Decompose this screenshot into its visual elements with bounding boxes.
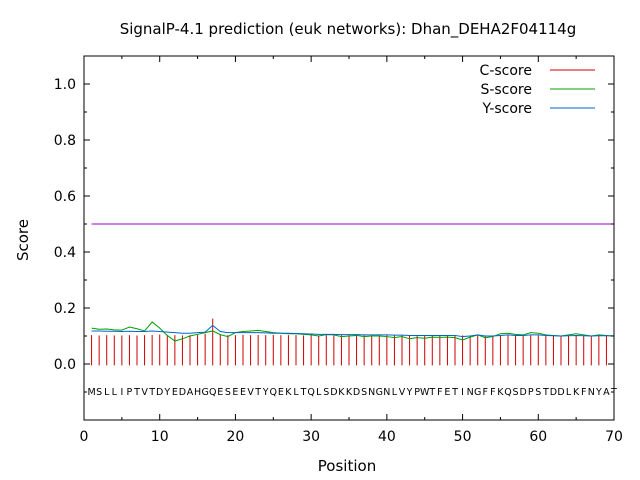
sequence-residue: D — [156, 387, 163, 398]
sequence-residue: E — [172, 387, 178, 398]
sequence-residue: S — [323, 387, 329, 398]
y-tick-label: 0.6 — [54, 189, 76, 205]
axes-layer: 0 10 20 30 40 50 60 70 0.0 0.2 0.4 0.6 0.8 1.0 — [54, 55, 623, 445]
sequence-residue: T — [542, 387, 549, 398]
sequence-residue: H — [194, 387, 201, 398]
y-axis-label: Score — [14, 219, 32, 261]
x-tick-label: 10 — [151, 429, 169, 445]
sequence-residue: E — [240, 387, 246, 398]
sequence-residue: F — [490, 387, 495, 398]
sequence-residue: V — [399, 387, 406, 398]
sequence-residue: T — [451, 387, 458, 398]
x-tick-label: 60 — [529, 429, 547, 445]
sequence-residue: N — [588, 387, 595, 398]
sequence-residue: Y — [163, 387, 170, 398]
sequence-residue: T — [428, 387, 435, 398]
sequence-residue: E — [278, 387, 284, 398]
sequence-residue: V — [141, 387, 148, 398]
x-tick-label: 30 — [302, 429, 320, 445]
sequence-residue: E — [217, 387, 223, 398]
sequence-residue: P — [528, 387, 534, 398]
sequence-residue: K — [497, 387, 504, 398]
x-tick-label: 50 — [454, 429, 472, 445]
sequence-residue: D — [179, 387, 186, 398]
sequence-residue: N — [467, 387, 474, 398]
sequence-residue: D — [557, 387, 564, 398]
sequence-residue: Q — [209, 387, 216, 398]
sequence-residue: A — [187, 387, 194, 398]
sequence-residue: L — [566, 387, 572, 398]
sequence-residue: Y — [262, 387, 269, 398]
y-tick-label: 0.4 — [54, 245, 76, 261]
x-tick-label: 40 — [378, 429, 396, 445]
chart-title: SignalP-4.1 prediction (euk networks): D… — [120, 20, 577, 39]
sequence-residue: L — [104, 387, 110, 398]
sequence-residue: I — [461, 387, 464, 398]
sequence-residue: A — [603, 387, 610, 398]
sequence-residue: E — [232, 387, 238, 398]
sequence-residue: D — [330, 387, 337, 398]
sequence-residue: G — [376, 387, 383, 398]
sequence-residue: I — [120, 387, 123, 398]
y-tick-label: 1.0 — [54, 77, 76, 93]
sequence-residue: L — [316, 387, 322, 398]
sequence-residue: F — [581, 387, 586, 398]
sequence-residue: P — [127, 387, 133, 398]
sequence-residue: E — [444, 387, 450, 398]
sequence-residue: Q — [504, 387, 511, 398]
sequence-residue: Q — [307, 387, 314, 398]
x-tick-label: 0 — [80, 429, 89, 445]
sequence-residue: K — [285, 387, 292, 398]
sequence-residue: D — [353, 387, 360, 398]
y-score-line — [91, 324, 615, 338]
sequence-residue: P — [414, 387, 420, 398]
x-tick-label: 70 — [605, 429, 623, 445]
sequence-residue: G — [201, 387, 208, 398]
sequence-residue: F — [437, 387, 442, 398]
sequence-residue: V — [247, 387, 254, 398]
sequence-residue: T — [148, 387, 155, 398]
sequence-residue: T — [254, 387, 261, 398]
sequence-residue: S — [361, 387, 367, 398]
sequence-residue: W — [420, 387, 430, 398]
s-score-line — [91, 321, 615, 342]
y-tick-label: 0.2 — [54, 301, 76, 317]
sequence-residue: N — [383, 387, 390, 398]
sequence-residue: L — [112, 387, 118, 398]
sequence-residue: Y — [595, 387, 602, 398]
sequence-residue: G — [474, 387, 481, 398]
sequence-residue: K — [573, 387, 580, 398]
sequence-residue: T — [133, 387, 140, 398]
sequence-residue: Q — [270, 387, 277, 398]
sequence-residue: S — [513, 387, 519, 398]
sequence-residue: K — [338, 387, 345, 398]
sequence-residue: N — [368, 387, 375, 398]
sequence-residue: D — [519, 387, 526, 398]
legend-label: Y-score — [481, 101, 532, 117]
legend-label: S-score — [480, 82, 532, 98]
legend: C-score S-score Y-score — [480, 63, 595, 117]
x-axis-label: Position — [318, 457, 376, 475]
sequence-residue: L — [392, 387, 398, 398]
legend-label: C-score — [480, 63, 532, 79]
sequence-residue: K — [346, 387, 353, 398]
sequence-residue: S — [225, 387, 231, 398]
sequence-residue: Y — [406, 387, 413, 398]
sequence-residue: L — [293, 387, 299, 398]
sequence-residue: M — [87, 387, 95, 398]
sequence-residue: D — [550, 387, 557, 398]
y-tick-label: 0.8 — [54, 133, 76, 149]
sequence-residue: F — [483, 387, 488, 398]
y-tick-label: 0.0 — [54, 357, 76, 373]
x-tick-label: 20 — [227, 429, 245, 445]
sequence-residue: S — [535, 387, 541, 398]
sequence-residue: S — [96, 387, 102, 398]
sequence-residue: T — [300, 387, 307, 398]
